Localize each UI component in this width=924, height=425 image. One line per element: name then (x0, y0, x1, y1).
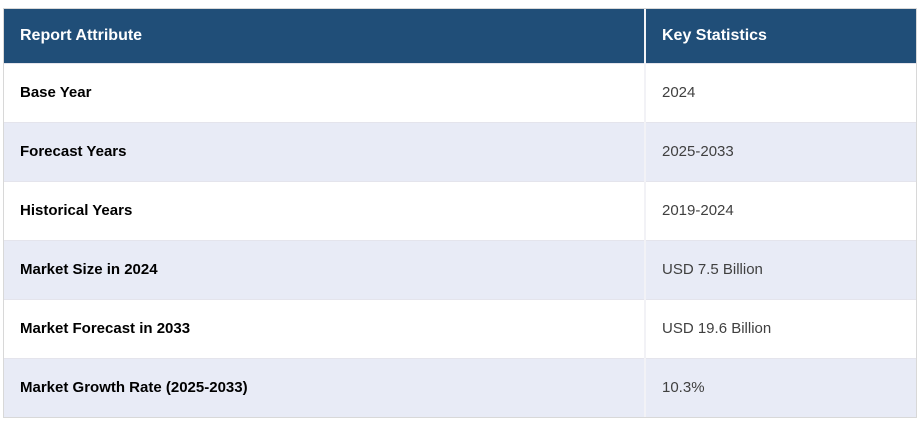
value-cell: 2025-2033 (644, 121, 916, 181)
table-row: Historical Years 2019-2024 (4, 180, 916, 240)
value-cell: 2019-2024 (644, 180, 916, 240)
value-cell: USD 19.6 Billion (644, 298, 916, 358)
attribute-cell: Market Size in 2024 (4, 239, 645, 299)
attribute-cell: Historical Years (4, 180, 645, 240)
value-cell: 2024 (644, 62, 916, 122)
value-cell: 10.3% (644, 357, 916, 417)
table-row: Market Forecast in 2033 USD 19.6 Billion (4, 298, 916, 358)
table-header-row: Report Attribute Key Statistics (4, 9, 916, 63)
table-row: Market Growth Rate (2025-2033) 10.3% (4, 357, 916, 417)
table-row: Base Year 2024 (4, 62, 916, 122)
header-cell-key-statistics: Key Statistics (644, 9, 916, 63)
attribute-cell: Forecast Years (4, 121, 645, 181)
value-cell: USD 7.5 Billion (644, 239, 916, 299)
table-row: Forecast Years 2025-2033 (4, 121, 916, 181)
header-cell-report-attribute: Report Attribute (4, 9, 645, 63)
table-row: Market Size in 2024 USD 7.5 Billion (4, 239, 916, 299)
attribute-cell: Base Year (4, 62, 645, 122)
report-attributes-table: Report Attribute Key Statistics Base Yea… (4, 9, 916, 417)
attribute-cell: Market Growth Rate (2025-2033) (4, 357, 645, 417)
attribute-cell: Market Forecast in 2033 (4, 298, 645, 358)
report-summary-table: Report Attribute Key Statistics Base Yea… (3, 8, 917, 418)
